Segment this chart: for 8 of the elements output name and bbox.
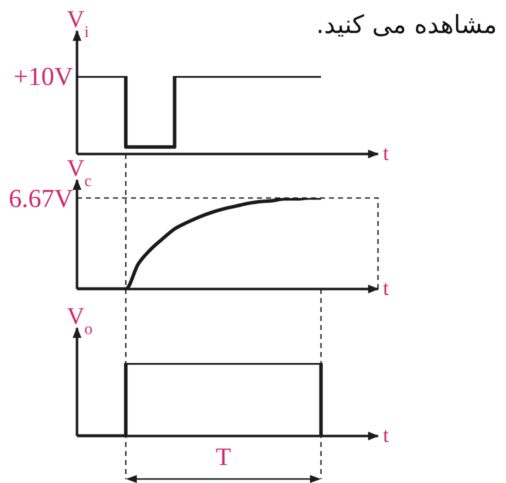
y-axis-title: V$_{o}$: [67, 304, 92, 338]
annotation: +10V: [14, 62, 74, 92]
x-axis-title: t: [383, 423, 389, 447]
text: مشاهده می کنید.: [316, 9, 497, 41]
x-axis-title: t: [383, 141, 389, 165]
text: T: [216, 444, 232, 471]
y-axis-title: V$_{i}$: [67, 7, 90, 40]
x-axis-title: t: [383, 276, 389, 300]
